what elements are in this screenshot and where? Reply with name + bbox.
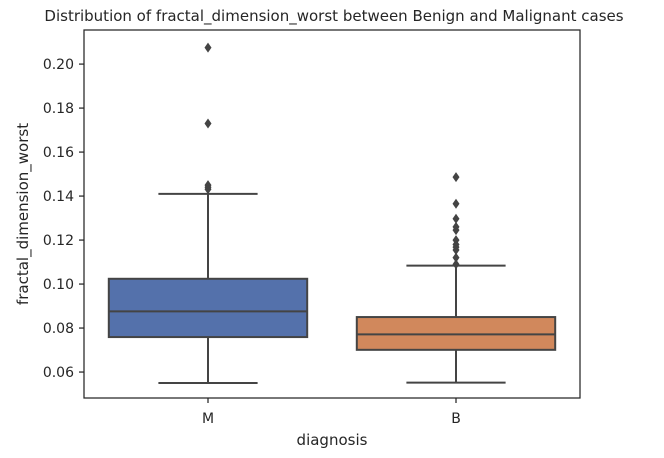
outlier-point (204, 184, 212, 195)
chart-title: Distribution of fractal_dimension_worst … (44, 7, 623, 26)
plot-frame (83, 29, 581, 399)
box-group-M (107, 42, 309, 385)
x-axis-label: diagnosis (297, 431, 368, 449)
y-tick-label: 0.18 (43, 101, 74, 117)
y-axis: 0.06 0.08 0.10 0.12 0.14 0.16 0.18 0.20 (43, 57, 84, 381)
y-tick-label: 0.10 (43, 277, 74, 293)
outlier-point (204, 42, 212, 53)
outlier-point (452, 225, 460, 236)
outlier-point (452, 172, 460, 183)
outlier-point (452, 244, 460, 255)
outlier-point (204, 118, 212, 129)
y-tick-label: 0.20 (43, 57, 74, 73)
y-axis-label: fractal_dimension_worst (14, 123, 33, 305)
x-tick-label: M (202, 411, 214, 427)
y-tick-label: 0.06 (43, 365, 74, 381)
box-iqr (107, 277, 309, 339)
plot-area (107, 42, 557, 385)
outlier-point (452, 213, 460, 224)
box-group-B (355, 172, 557, 384)
outlier-point (452, 252, 460, 263)
y-tick-label: 0.12 (43, 233, 74, 249)
outlier-point (452, 198, 460, 209)
y-tick-label: 0.16 (43, 145, 74, 161)
x-tick-label: B (451, 411, 461, 427)
y-tick-label: 0.14 (43, 189, 74, 205)
outlier-point (452, 259, 460, 270)
y-tick-label: 0.08 (43, 321, 74, 337)
